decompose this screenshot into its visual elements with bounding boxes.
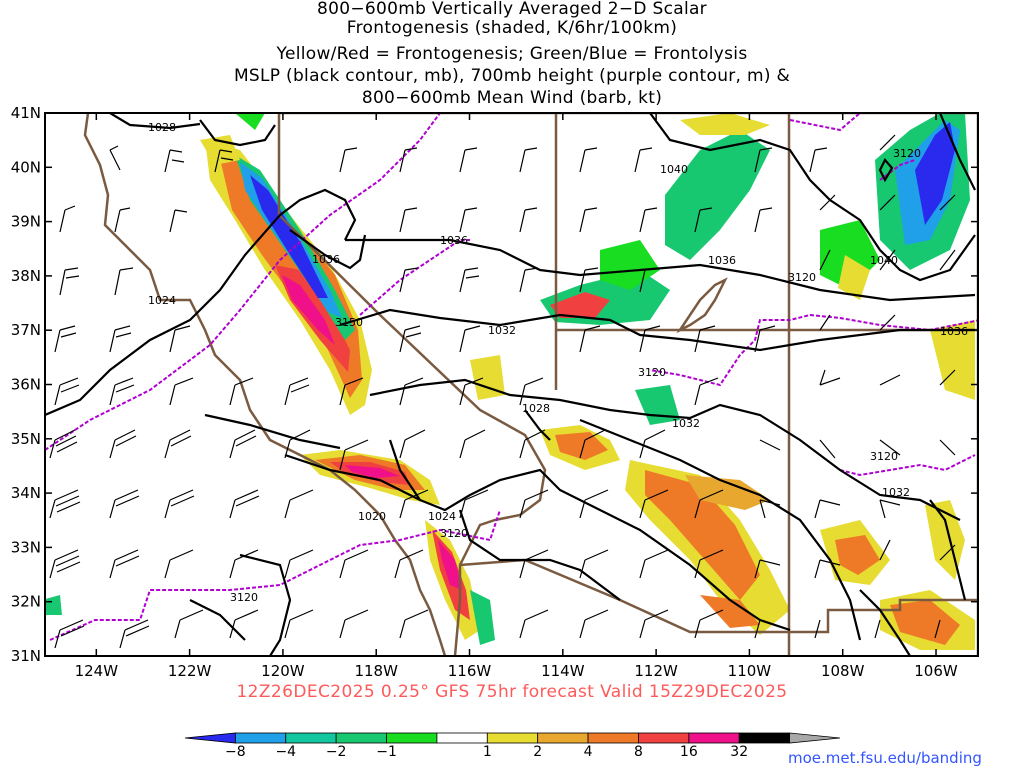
- colorbar-label: 4: [583, 744, 593, 760]
- lat-label: 41N: [11, 104, 41, 122]
- height-label: 3120: [893, 147, 921, 160]
- colorbar-swatch: [738, 732, 791, 744]
- lat-label: 31N: [11, 647, 41, 665]
- title-line-5: 800−600mb Mean Wind (barb, kt): [361, 88, 663, 108]
- colorbar-swatch: [537, 732, 589, 744]
- colorbar-swatch: [638, 732, 690, 744]
- mslp-label: 1028: [148, 121, 176, 134]
- mslp-contours: [45, 113, 976, 656]
- mslp-contour-labels: 1028 1040 1036 1036 1036 1024 1032 1028 …: [148, 121, 968, 523]
- lon-label: 120W: [261, 662, 305, 680]
- lat-label: 34N: [11, 484, 41, 502]
- mslp-label: 1024: [148, 294, 176, 307]
- colorbar-swatch: [587, 732, 639, 744]
- lon-label: 116W: [448, 662, 492, 680]
- title-line-1: 800−600mb Vertically Averaged 2−D Scalar: [317, 0, 707, 19]
- mslp-label: 1032: [672, 417, 700, 430]
- lat-label: 33N: [11, 538, 41, 556]
- lon-label: 108W: [821, 662, 865, 680]
- mslp-label: 1032: [488, 324, 516, 337]
- colorbar-label: −2: [325, 744, 347, 760]
- title-line-4: MSLP (black contour, mb), 700mb height (…: [233, 66, 791, 86]
- height-contour-labels: 3120 3150 3120 3120 3120 3120: [335, 147, 921, 540]
- colorbar: [184, 732, 841, 744]
- map-field-layer: 1028 1040 1036 1036 1036 1024 1032 1028 …: [45, 113, 978, 656]
- mslp-label: 1036: [312, 253, 340, 266]
- colorbar-swatch: [285, 732, 337, 744]
- mslp-label: 1036: [708, 254, 736, 267]
- latitude-labels: 41N 40N 39N 38N 37N 36N 35N 34N 33N 32N 31N: [11, 104, 41, 665]
- mslp-label: 1040: [870, 254, 898, 267]
- lon-label: 122W: [168, 662, 212, 680]
- colorbar-swatch: [436, 732, 488, 744]
- height-label: 3150: [335, 316, 363, 329]
- colorbar-swatch: [789, 732, 841, 744]
- colorbar-swatch: [386, 732, 438, 744]
- mslp-label: 1036: [940, 325, 968, 338]
- mslp-label: 1032: [882, 486, 910, 499]
- height-label: 3120: [788, 271, 816, 284]
- lon-label: 106W: [914, 662, 958, 680]
- colorbar-swatch: [688, 732, 740, 744]
- colorbar-label: 32: [730, 744, 749, 760]
- colorbar-label: 1: [482, 744, 492, 760]
- lat-label: 32N: [11, 593, 41, 611]
- lat-label: 39N: [11, 213, 41, 231]
- height-label: 3120: [230, 591, 258, 604]
- lat-label: 35N: [11, 430, 41, 448]
- axis-ticks: [45, 112, 978, 657]
- colorbar-label: −8: [225, 744, 246, 760]
- colorbar-label: 16: [679, 744, 698, 760]
- state-borders: [83, 113, 978, 656]
- colorbar-label: −1: [376, 744, 397, 760]
- colorbar-label: 8: [633, 744, 643, 760]
- lon-label: 112W: [634, 662, 678, 680]
- mslp-label: 1024: [428, 510, 456, 523]
- colorbar-swatch: [234, 732, 287, 744]
- lat-label: 37N: [11, 321, 41, 339]
- lon-label: 110W: [728, 662, 772, 680]
- lat-label: 36N: [11, 376, 41, 394]
- height-label: 3120: [440, 527, 468, 540]
- mslp-label: 1028: [522, 402, 550, 415]
- lon-label: 114W: [541, 662, 585, 680]
- colorbar-label: 2: [533, 744, 543, 760]
- forecast-valid-caption: 12Z26DEC2025 0.25° GFS 75hr forecast Val…: [236, 682, 788, 702]
- title-line-2: Frontogenesis (shaded, K/6hr/100km): [346, 18, 678, 38]
- mslp-label: 1036: [440, 234, 468, 247]
- lon-label: 118W: [354, 662, 398, 680]
- lat-label: 40N: [11, 158, 41, 176]
- lat-label: 38N: [11, 267, 41, 285]
- title-line-3: Yellow/Red = Frontogenesis; Green/Blue =…: [276, 44, 748, 64]
- colorbar-swatch: [486, 732, 539, 744]
- height-label: 3120: [870, 450, 898, 463]
- height-label: 3120: [638, 366, 666, 379]
- mslp-label: 1040: [660, 163, 688, 176]
- lon-label: 124W: [75, 662, 119, 680]
- colorbar-label: −4: [275, 744, 297, 760]
- wind-barbs: [49, 134, 956, 649]
- mslp-label: 1020: [358, 510, 386, 523]
- credit-link[interactable]: moe.met.fsu.edu/banding: [788, 749, 982, 767]
- colorbar-swatch: [335, 732, 387, 744]
- longitude-labels: 124W 122W 120W 118W 116W 114W 112W 110W 108W 106W: [75, 662, 958, 680]
- colorbar-swatch: [184, 732, 236, 744]
